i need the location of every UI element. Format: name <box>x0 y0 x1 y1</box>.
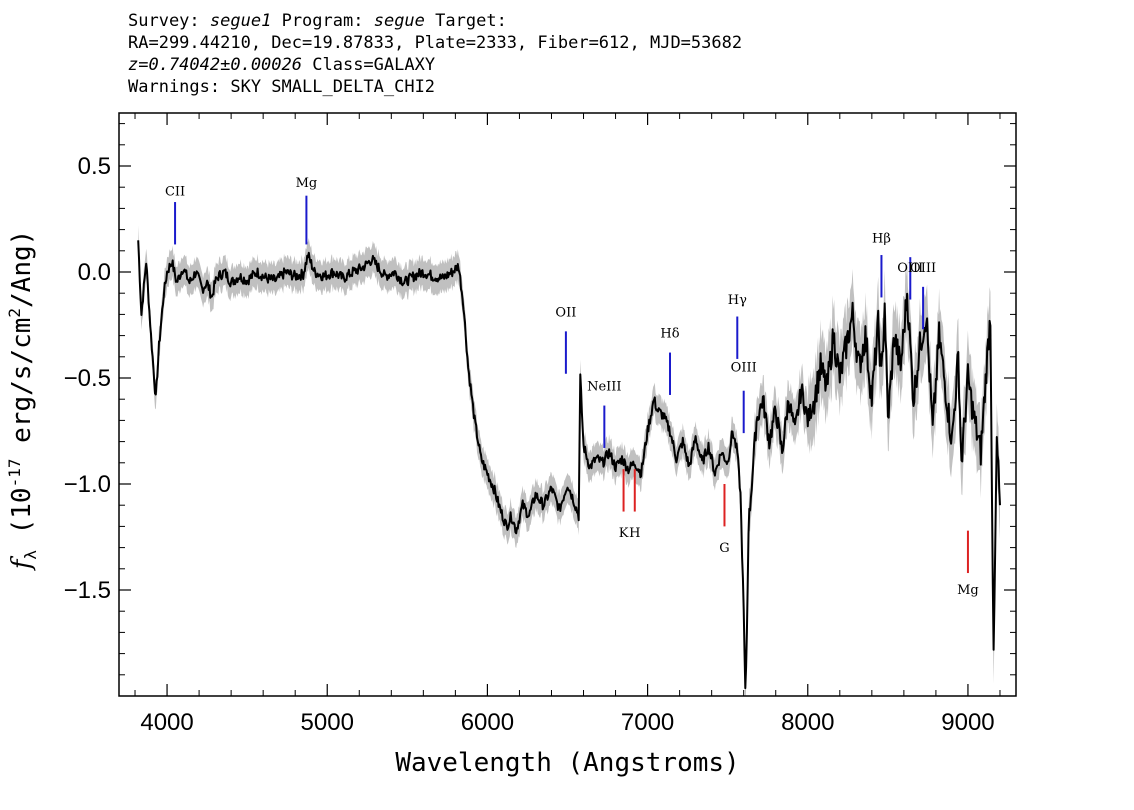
x-tick-label: 6000 <box>461 709 514 736</box>
y-tick-label: −1.5 <box>64 577 111 604</box>
header-line-coordinates: RA=299.44210, Dec=19.87833, Plate=2333, … <box>128 33 743 53</box>
header-line-warnings: Warnings: SKY SMALL_DELTA_CHI2 <box>128 77 436 97</box>
x-axis-label: Wavelength (Angstroms) <box>395 748 739 778</box>
error-band-layer <box>138 225 1000 696</box>
error-band <box>138 225 1000 696</box>
emission-line-label: Mg <box>296 176 318 191</box>
header-line-survey: Survey: segue1 Program: segue Target: <box>128 10 742 32</box>
program-label: Program: <box>281 11 364 31</box>
x-tick-label: 8000 <box>781 709 834 736</box>
redshift-value: z=0.74042±0.00026 <box>128 55 302 75</box>
emission-line-label: Hβ <box>872 231 891 246</box>
absorption-line-label: G <box>719 541 729 556</box>
plot-frame <box>118 112 1017 697</box>
x-tick-label: 9000 <box>941 709 994 736</box>
y-tick-label: 0.0 <box>78 259 111 286</box>
program-value: segue <box>373 11 425 31</box>
plot-header: Survey: segue1 Program: segue Target: RA… <box>128 10 742 98</box>
y-axis-label: fλ (10-17 erg/s/cm2/Ang) <box>5 230 40 572</box>
survey-value: segue1 <box>209 11 272 31</box>
y-tick-label: 0.5 <box>78 153 111 180</box>
axis-ticks: 4000 5000 6000 7000 8000 9000 0.5 0.0 −0.5 −1.0 −1… <box>64 113 1016 736</box>
spectrum-line-layer <box>137 240 1001 690</box>
header-line-redshift: z=0.74042±0.00026 Class=GALAXY <box>128 54 742 76</box>
absorption-line-label: Mg <box>957 583 979 598</box>
y-tick-label: −0.5 <box>64 365 111 392</box>
x-tick-label: 5000 <box>301 709 354 736</box>
spectrum-line <box>137 240 1001 690</box>
survey-label: Survey: <box>128 11 200 31</box>
emission-line-label: OII <box>555 306 576 321</box>
emission-line-label: Hδ <box>660 327 679 342</box>
x-tick-label: 4000 <box>140 709 193 736</box>
y-tick-label: −1.0 <box>64 471 111 498</box>
emission-line-label: OIII <box>731 361 757 376</box>
class-value: Class=GALAXY <box>312 55 436 75</box>
emission-line-label: Hγ <box>728 293 747 308</box>
emission-line-label: OIII <box>897 261 923 276</box>
emission-line-label: NeIII <box>587 380 621 395</box>
emission-line-label: OIII <box>910 261 936 276</box>
x-tick-label: 7000 <box>621 709 674 736</box>
absorption-line-label: H <box>629 526 640 541</box>
target-label: Target: <box>435 11 507 31</box>
absorption-line-label: K <box>619 526 629 541</box>
emission-line-label: CII <box>165 185 185 200</box>
